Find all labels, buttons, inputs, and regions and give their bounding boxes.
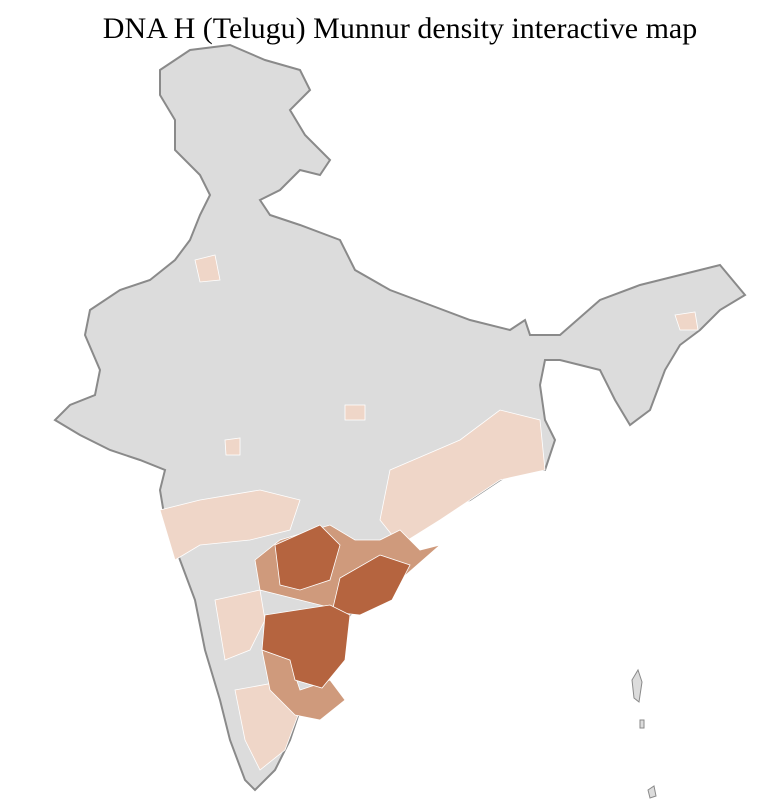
islands [631, 668, 657, 799]
district-region-low[interactable] [674, 311, 699, 331]
district-region-low[interactable] [194, 254, 221, 283]
map-title: DNA H (Telugu) Munnur density interactiv… [102, 12, 698, 45]
district-region-low[interactable] [159, 489, 301, 561]
district-region-low[interactable] [214, 589, 266, 661]
district-region-low[interactable] [379, 409, 546, 546]
andaman-islands[interactable] [631, 668, 657, 799]
district-region-high[interactable] [274, 524, 341, 591]
district-region-low[interactable] [224, 437, 241, 456]
india-outline[interactable] [53, 43, 747, 792]
district-region-low[interactable] [344, 404, 366, 421]
district-region-high[interactable] [261, 604, 351, 689]
